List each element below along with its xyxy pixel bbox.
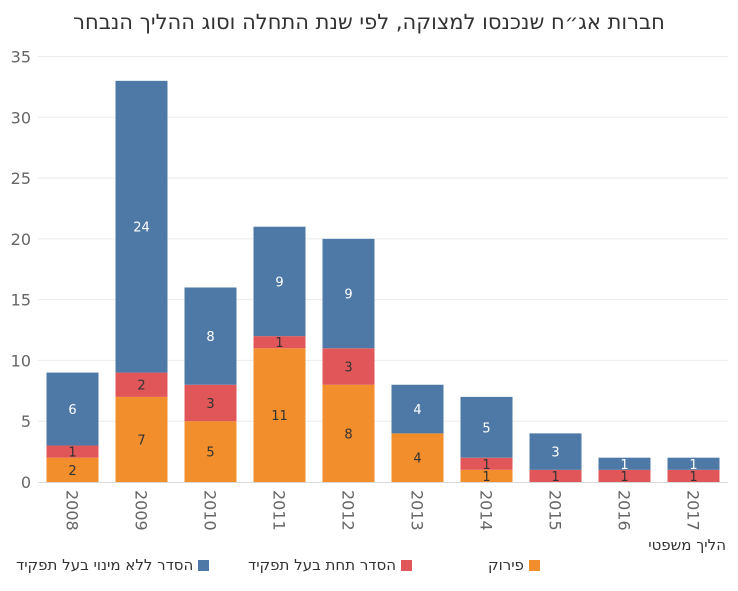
data-label-2012-liquidation: 8: [344, 427, 352, 442]
x-tick-label-2016: 2016: [615, 490, 634, 530]
data-label-2014-liquidation: 1: [482, 470, 490, 485]
bar-2011-under-trustee: [253, 336, 306, 349]
data-label-2017-under-trustee: 1: [689, 470, 697, 485]
y-tick-label-0: 0: [21, 473, 31, 492]
x-tick-label-2015: 2015: [546, 490, 565, 530]
legend-label-liquidation: פירוק: [488, 556, 524, 574]
bar-2014-liquidation: [460, 469, 513, 482]
x-tick-label-2008: 2008: [63, 490, 82, 530]
legend-swatch-no-trustee: [198, 559, 210, 571]
data-label-2009-liquidation: 7: [137, 433, 145, 448]
data-label-2013-no-trustee: 4: [413, 403, 421, 418]
bar-2009-no-trustee: [115, 80, 168, 373]
chart-title: חברות אג״ח שנכנסו למצוקה, לפי שנת התחלה …: [73, 10, 665, 34]
data-label-2009-under-trustee: 2: [137, 379, 145, 394]
y-tick-label-15: 15: [11, 291, 31, 310]
data-label-2011-no-trustee: 9: [275, 275, 283, 290]
bar-2008-under-trustee: [46, 445, 99, 458]
x-tick-label-2011: 2011: [270, 490, 289, 530]
bar-2012-under-trustee: [322, 348, 375, 385]
stacked-bar-chart: 0510152025303521620087224200953820101119…: [11, 48, 728, 530]
data-label-2017-no-trustee: 1: [689, 458, 697, 473]
data-label-2008-liquidation: 2: [68, 464, 76, 479]
bar-2011-liquidation: [253, 348, 306, 482]
data-label-2008-no-trustee: 6: [68, 403, 76, 418]
bar-2017-no-trustee: [667, 457, 720, 470]
y-tick-label-10: 10: [11, 351, 31, 370]
bar-2017-under-trustee: [667, 469, 720, 482]
data-label-2012-under-trustee: 3: [344, 361, 352, 376]
bar-2013-no-trustee: [391, 384, 444, 434]
y-tick-label-30: 30: [11, 108, 31, 127]
bar-2011-no-trustee: [253, 226, 306, 337]
y-tick-label-5: 5: [21, 412, 31, 431]
bar-2016-no-trustee: [598, 457, 651, 470]
bar-2016-under-trustee: [598, 469, 651, 482]
data-label-2014-under-trustee: 1: [482, 458, 490, 473]
data-label-2016-under-trustee: 1: [620, 470, 628, 485]
x-tick-label-2009: 2009: [132, 490, 151, 530]
data-label-2015-no-trustee: 3: [551, 446, 559, 461]
x-tick-label-2013: 2013: [408, 490, 427, 530]
legend-item-liquidation[interactable]: פירוק: [488, 556, 540, 574]
bar-2014-under-trustee: [460, 457, 513, 470]
data-label-2008-under-trustee: 1: [68, 446, 76, 461]
data-label-2016-no-trustee: 1: [620, 458, 628, 473]
data-label-2009-no-trustee: 24: [133, 221, 150, 236]
data-label-2012-no-trustee: 9: [344, 288, 352, 303]
bar-2013-liquidation: [391, 433, 444, 482]
legend-label-no-trustee: הסדר ללא מינוי בעל תפקיד: [16, 556, 194, 574]
data-label-2011-liquidation: 11: [271, 409, 288, 424]
legend-title: הליך משפטי: [648, 536, 726, 554]
bar-2008-no-trustee: [46, 372, 99, 446]
legend-label-under-trustee: הסדר תחת בעל תפקיד: [248, 556, 397, 574]
x-tick-label-2017: 2017: [684, 490, 703, 530]
bar-2014-no-trustee: [460, 396, 513, 458]
legend-item-under-trustee[interactable]: הסדר תחת בעל תפקיד: [248, 556, 413, 574]
data-label-2014-no-trustee: 5: [482, 421, 490, 436]
data-label-2010-no-trustee: 8: [206, 330, 214, 345]
bar-2010-no-trustee: [184, 287, 237, 385]
bar-2012-no-trustee: [322, 238, 375, 349]
x-tick-label-2010: 2010: [201, 490, 220, 530]
y-tick-label-20: 20: [11, 230, 31, 249]
bar-2009-under-trustee: [115, 372, 168, 397]
bar-2015-under-trustee: [529, 469, 582, 482]
y-tick-label-35: 35: [11, 48, 31, 67]
data-label-2010-liquidation: 5: [206, 446, 214, 461]
data-label-2015-under-trustee: 1: [551, 470, 559, 485]
legend-item-no-trustee[interactable]: הסדר ללא מינוי בעל תפקיד: [16, 556, 210, 574]
bar-2010-under-trustee: [184, 384, 237, 422]
x-tick-label-2012: 2012: [339, 490, 358, 530]
bar-2015-no-trustee: [529, 433, 582, 470]
x-tick-label-2014: 2014: [477, 490, 496, 530]
bar-2010-liquidation: [184, 421, 237, 482]
data-label-2011-under-trustee: 1: [275, 336, 283, 351]
data-label-2013-liquidation: 4: [413, 452, 421, 467]
legend-swatch-under-trustee: [401, 559, 413, 571]
data-label-2010-under-trustee: 3: [206, 397, 214, 412]
legend-swatch-liquidation: [528, 559, 540, 571]
bar-2008-liquidation: [46, 457, 99, 482]
bar-2012-liquidation: [322, 384, 375, 482]
y-tick-label-25: 25: [11, 169, 31, 188]
bar-2009-liquidation: [115, 396, 168, 482]
